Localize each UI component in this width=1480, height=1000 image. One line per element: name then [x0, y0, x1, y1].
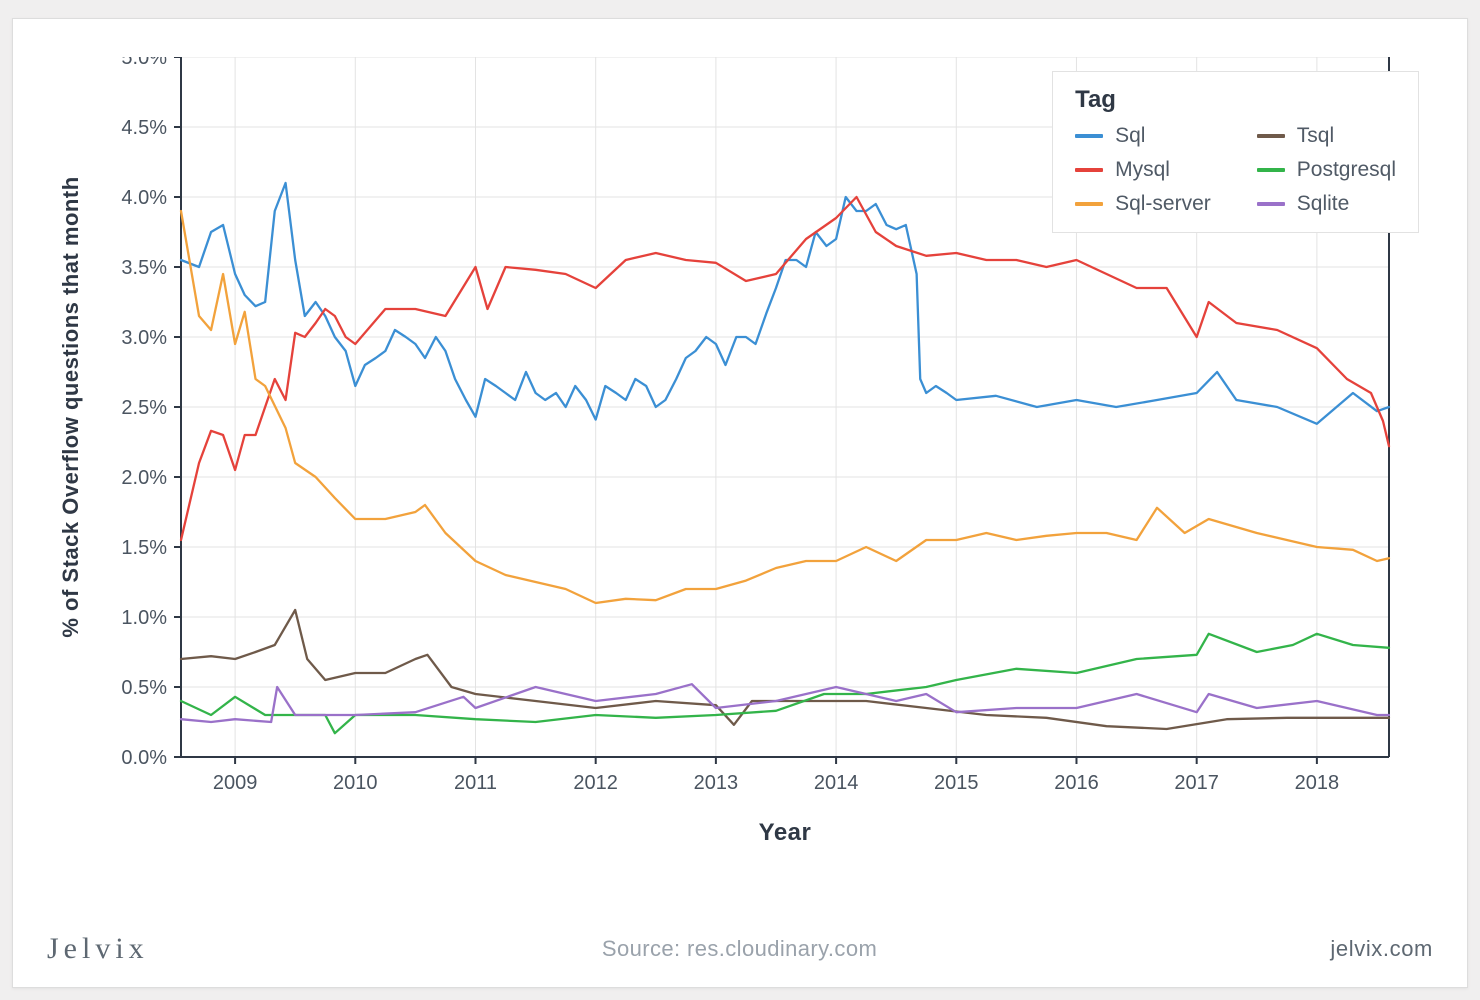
legend-box: Tag Sql Mysql Sql-server Tsql Postgresql Sqli…: [1052, 71, 1419, 233]
legend-item: Tsql: [1257, 124, 1396, 148]
legend-swatch: [1257, 134, 1285, 138]
svg-text:4.0%: 4.0%: [121, 187, 167, 209]
legend-title: Tag: [1075, 86, 1396, 114]
legend-swatch: [1257, 202, 1285, 206]
svg-text:3.5%: 3.5%: [121, 257, 167, 279]
legend-label: Mysql: [1115, 158, 1170, 182]
svg-text:2.0%: 2.0%: [121, 467, 167, 489]
svg-text:5.0%: 5.0%: [121, 57, 167, 69]
svg-text:2.5%: 2.5%: [121, 397, 167, 419]
legend-item: Sql: [1075, 124, 1211, 148]
legend-column: Sql Mysql Sql-server: [1075, 124, 1211, 216]
legend-item: Sql-server: [1075, 192, 1211, 216]
legend-label: Sql: [1115, 124, 1145, 148]
svg-text:2013: 2013: [694, 772, 739, 794]
svg-text:2016: 2016: [1054, 772, 1099, 794]
legend-column: Tsql Postgresql Sqlite: [1257, 124, 1396, 216]
x-axis-title: Year: [181, 819, 1389, 847]
legend-columns: Sql Mysql Sql-server Tsql Postgresql Sqlite: [1075, 124, 1396, 216]
legend-swatch: [1075, 202, 1103, 206]
svg-text:0.0%: 0.0%: [121, 747, 167, 769]
svg-text:1.5%: 1.5%: [121, 537, 167, 559]
legend-swatch: [1075, 168, 1103, 172]
y-axis-title: % of Stack Overflow questions that month: [58, 176, 84, 637]
svg-text:2018: 2018: [1295, 772, 1340, 794]
legend-item: Sqlite: [1257, 192, 1396, 216]
svg-text:3.0%: 3.0%: [121, 327, 167, 349]
brand-logo: Jelvix: [47, 932, 149, 966]
svg-text:0.5%: 0.5%: [121, 677, 167, 699]
svg-text:2009: 2009: [213, 772, 257, 794]
svg-text:1.0%: 1.0%: [121, 607, 167, 629]
svg-text:2010: 2010: [333, 772, 378, 794]
svg-text:2015: 2015: [934, 772, 979, 794]
card-footer: Jelvix Source: res.cloudinary.com jelvix…: [13, 929, 1467, 969]
svg-text:2017: 2017: [1174, 772, 1219, 794]
legend-swatch: [1257, 168, 1285, 172]
svg-text:2012: 2012: [573, 772, 618, 794]
legend-label: Sql-server: [1115, 192, 1211, 216]
svg-text:2011: 2011: [454, 772, 497, 794]
chart-card: 0.0% 0.5% 1.0% 1.5% 2.0% 2.5% 3.0% 3.5% 4.0% 4.5%…: [12, 18, 1468, 988]
svg-text:4.5%: 4.5%: [121, 117, 167, 139]
site-link: jelvix.com: [1330, 936, 1433, 962]
source-label: Source: res.cloudinary.com: [602, 936, 877, 962]
legend-label: Tsql: [1297, 124, 1334, 148]
legend-swatch: [1075, 134, 1103, 138]
legend-label: Sqlite: [1297, 192, 1350, 216]
legend-label: Postgresql: [1297, 158, 1396, 182]
legend-item: Mysql: [1075, 158, 1211, 182]
svg-text:2014: 2014: [814, 772, 859, 794]
legend-item: Postgresql: [1257, 158, 1396, 182]
